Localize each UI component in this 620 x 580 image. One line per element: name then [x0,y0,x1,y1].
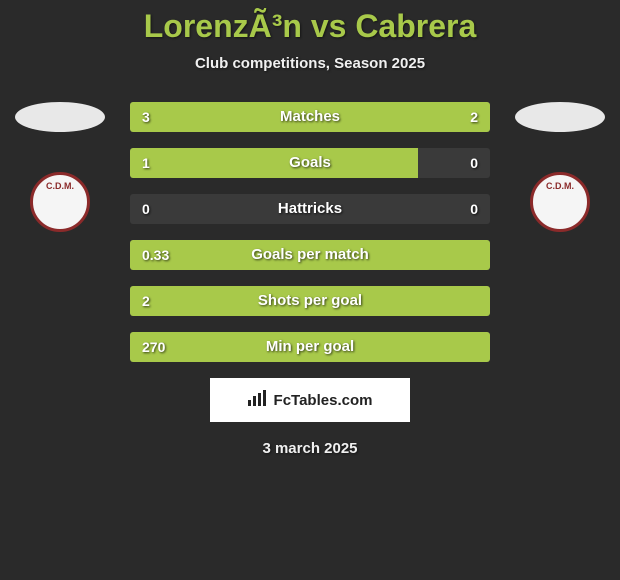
stat-row: 270 Min per goal [130,332,490,362]
player-right-oval [515,102,605,132]
date-label: 3 march 2025 [0,440,620,457]
stat-label: Matches [130,102,490,132]
stat-row: 1 Goals 0 [130,148,490,178]
stat-label: Hattricks [130,194,490,224]
stat-row: 0 Hattricks 0 [130,194,490,224]
stat-row: 0.33 Goals per match [130,240,490,270]
subtitle: Club competitions, Season 2025 [0,55,620,72]
stat-value-right: 2 [470,102,478,132]
club-badge-left [30,172,90,232]
club-badge-right [530,172,590,232]
branding-text: FcTables.com [274,392,373,409]
stat-label: Goals per match [130,240,490,270]
stat-label: Shots per goal [130,286,490,316]
stat-value-right: 0 [470,148,478,178]
stat-row: 2 Shots per goal [130,286,490,316]
stat-value-right: 0 [470,194,478,224]
stat-label: Min per goal [130,332,490,362]
chart-icon [248,390,268,411]
stat-label: Goals [130,148,490,178]
page-title: LorenzÃ³n vs Cabrera [0,0,620,45]
stats-list: 3 Matches 2 1 Goals 0 0 Hattricks 0 0.33… [130,102,490,362]
comparison-area: 3 Matches 2 1 Goals 0 0 Hattricks 0 0.33… [0,102,620,457]
branding-box: FcTables.com [210,378,410,422]
player-left-oval [15,102,105,132]
stat-row: 3 Matches 2 [130,102,490,132]
